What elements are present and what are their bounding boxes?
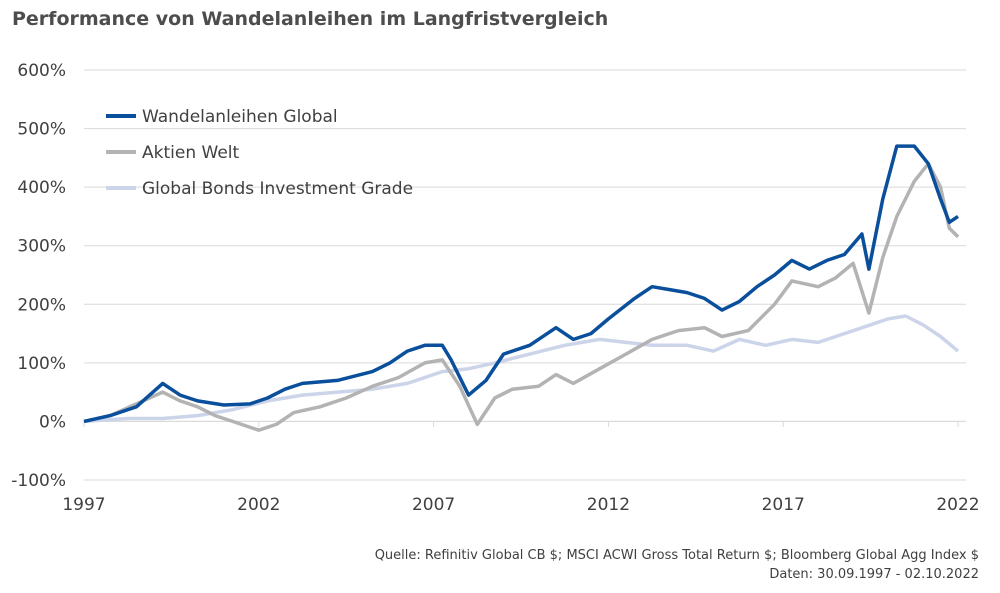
- legend-label: Wandelanleihen Global: [142, 107, 338, 127]
- legend-label: Aktien Welt: [142, 143, 239, 163]
- x-tick-label: 2002: [237, 495, 280, 515]
- source-line-2: Daten: 30.09.1997 - 02.10.2022: [769, 567, 979, 582]
- series-line-0: [83, 144, 959, 424]
- x-tick-label: 2007: [412, 495, 455, 515]
- y-tick-label: 0%: [39, 412, 66, 432]
- x-tick-label: 2017: [762, 495, 805, 515]
- y-axis-ticks: 600% 500% 400% 300% 200% 100% 0% -100%: [11, 61, 66, 491]
- y-tick-label: -100%: [11, 471, 66, 491]
- y-tick-label: 500%: [17, 120, 66, 140]
- source-line-1: Quelle: Refinitiv Global CB $; MSCI ACWI…: [374, 548, 979, 563]
- series-line-1: [83, 161, 960, 432]
- chart-title: Performance von Wandelanleihen im Langfr…: [12, 8, 609, 30]
- y-tick-label: 200%: [17, 295, 66, 315]
- series-lines: [83, 144, 960, 432]
- source-note: Quelle: Refinitiv Global CB $; MSCI ACWI…: [375, 546, 979, 584]
- legend-label: Global Bonds Investment Grade: [142, 179, 413, 199]
- x-tick-label: 2022: [936, 495, 979, 515]
- y-tick-label: 600%: [17, 61, 66, 81]
- y-tick-label: 300%: [17, 237, 66, 257]
- x-tick-label: 1997: [62, 495, 105, 515]
- x-axis-ticks: 1997 2002 2007 2012 2017 2022: [62, 420, 980, 515]
- x-tick-label: 2012: [587, 495, 630, 515]
- series-line-2: [83, 314, 960, 424]
- y-tick-label: 400%: [17, 178, 66, 198]
- gridlines: [84, 69, 966, 481]
- legend: Wandelanleihen Global Aktien Welt Global B…: [106, 107, 413, 199]
- y-tick-label: 100%: [17, 354, 66, 374]
